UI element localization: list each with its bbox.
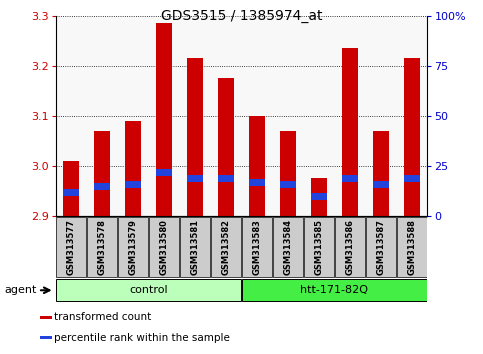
Text: GSM313585: GSM313585 xyxy=(314,219,324,275)
Bar xyxy=(366,217,396,277)
Bar xyxy=(404,176,420,182)
Bar xyxy=(218,79,234,216)
Bar xyxy=(304,217,334,277)
Bar xyxy=(63,189,79,196)
Bar xyxy=(311,178,327,216)
Bar xyxy=(156,170,172,176)
Bar xyxy=(40,316,52,319)
Bar xyxy=(404,58,420,216)
Bar xyxy=(280,131,296,216)
Bar xyxy=(94,183,110,190)
Text: transformed count: transformed count xyxy=(54,312,152,322)
Bar xyxy=(211,217,241,277)
Bar xyxy=(180,217,210,277)
Bar xyxy=(40,336,52,339)
Text: GSM313581: GSM313581 xyxy=(190,219,199,275)
Bar xyxy=(249,179,265,186)
Bar xyxy=(242,279,426,302)
Bar xyxy=(335,217,365,277)
Text: GSM313587: GSM313587 xyxy=(376,219,385,275)
Bar xyxy=(342,48,358,216)
Text: GSM313579: GSM313579 xyxy=(128,219,138,275)
Text: GSM313577: GSM313577 xyxy=(67,219,75,275)
Bar xyxy=(94,131,110,216)
Bar xyxy=(242,217,272,277)
Bar xyxy=(397,217,427,277)
Text: GSM313580: GSM313580 xyxy=(159,219,169,275)
Bar xyxy=(63,161,79,216)
Text: GSM313588: GSM313588 xyxy=(408,219,416,275)
Bar xyxy=(187,58,203,216)
Bar xyxy=(149,217,179,277)
Bar xyxy=(87,217,117,277)
Bar xyxy=(56,217,86,277)
Text: htt-171-82Q: htt-171-82Q xyxy=(300,285,369,295)
Bar xyxy=(311,193,327,200)
Bar xyxy=(280,182,296,188)
Bar xyxy=(249,116,265,216)
Bar xyxy=(342,176,358,182)
Text: GSM313583: GSM313583 xyxy=(253,219,261,275)
Text: GSM313582: GSM313582 xyxy=(222,219,230,275)
Bar xyxy=(218,176,234,182)
Bar xyxy=(118,217,148,277)
Bar xyxy=(125,182,141,188)
Bar xyxy=(187,176,203,182)
Bar xyxy=(125,121,141,216)
Bar xyxy=(57,279,241,302)
Bar xyxy=(373,131,389,216)
Text: GSM313584: GSM313584 xyxy=(284,219,293,275)
Bar xyxy=(273,217,303,277)
Text: percentile rank within the sample: percentile rank within the sample xyxy=(54,332,230,343)
Text: GDS3515 / 1385974_at: GDS3515 / 1385974_at xyxy=(161,9,322,23)
Text: GSM313578: GSM313578 xyxy=(98,219,107,275)
Text: agent: agent xyxy=(5,285,37,295)
Text: GSM313586: GSM313586 xyxy=(345,219,355,275)
Bar xyxy=(373,182,389,188)
Text: control: control xyxy=(129,285,168,295)
Bar xyxy=(156,23,172,216)
